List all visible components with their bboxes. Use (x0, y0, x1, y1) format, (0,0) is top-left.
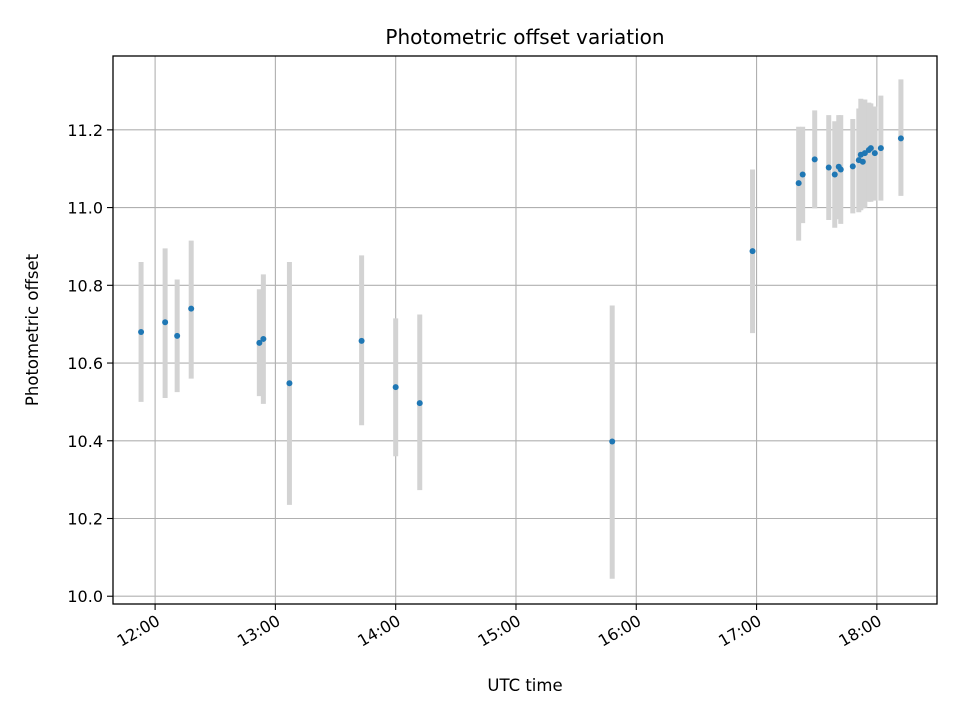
data-point (256, 339, 263, 346)
y-tick-label: 10.6 (67, 354, 103, 373)
y-tick-label: 11.2 (67, 121, 103, 140)
data-point (795, 180, 802, 187)
data-point (877, 145, 884, 152)
data-point (867, 145, 874, 152)
data-point (849, 163, 856, 170)
data-point (859, 158, 866, 165)
data-point (286, 380, 293, 387)
data-point (392, 384, 399, 391)
data-point (837, 166, 844, 173)
data-point (416, 400, 423, 407)
data-point (188, 305, 195, 312)
data-point (825, 164, 832, 171)
y-tick-label: 10.4 (67, 432, 103, 451)
data-point (811, 156, 818, 163)
data-point (871, 150, 878, 157)
data-point (162, 319, 169, 326)
plot-frame (112, 55, 938, 605)
data-point (358, 337, 365, 344)
y-tick-label: 10.2 (67, 509, 103, 528)
y-tick-label: 10.0 (67, 587, 103, 606)
data-point (260, 335, 267, 342)
data-point (831, 171, 838, 178)
data-point (138, 328, 145, 335)
data-point (749, 248, 756, 255)
data-point (897, 135, 904, 142)
y-tick-label: 10.8 (67, 276, 103, 295)
data-point (174, 332, 181, 339)
x-axis-title: UTC time (487, 676, 562, 695)
data-point (609, 438, 616, 445)
y-axis-title: Photometric offset (23, 253, 42, 406)
data-point (799, 171, 806, 178)
y-axis: 10.0 10.2 10.4 10.6 10.8 11.0 11.2 (67, 121, 113, 606)
chart-title: Photometric offset variation (385, 25, 664, 49)
point-layer (138, 135, 904, 445)
y-tick-label: 11.0 (67, 199, 103, 218)
